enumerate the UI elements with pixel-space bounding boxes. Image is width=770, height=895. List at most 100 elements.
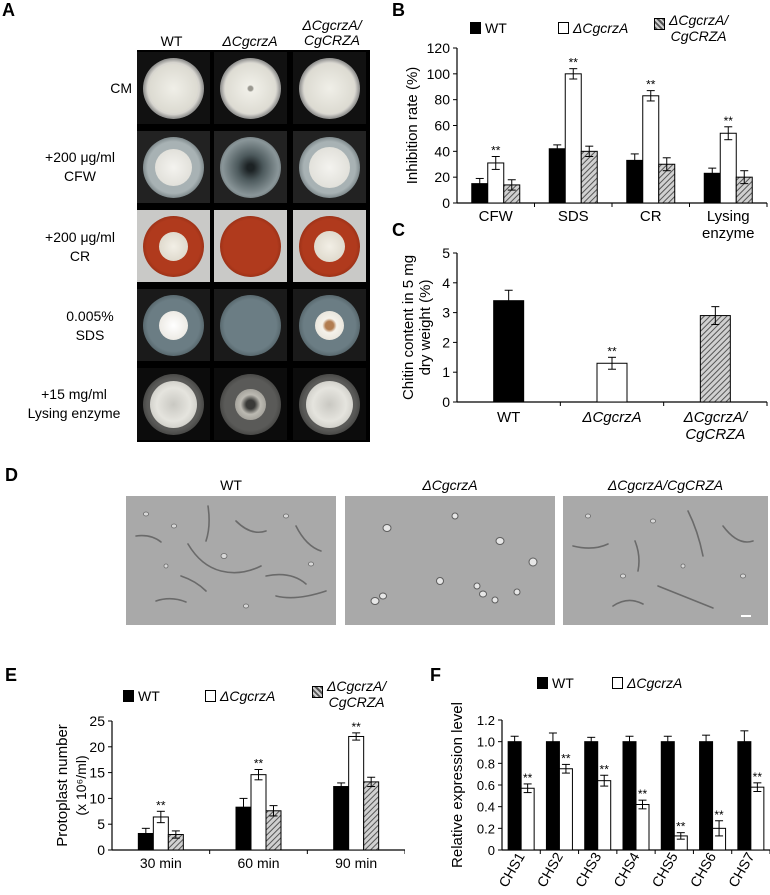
panel-f-bar	[699, 741, 714, 851]
panel-c-y-axis-label: Chitin content in 5 mg	[400, 255, 417, 400]
panel-e-bar	[250, 774, 267, 851]
panel-f-bar	[622, 741, 637, 851]
panel-b-bar	[548, 148, 566, 204]
legend-swatch-white	[612, 677, 623, 689]
panel-e-bar	[333, 786, 350, 851]
panel-b-y-tick-label: 120	[427, 40, 451, 56]
panel-e-y-tick-label: 20	[89, 739, 105, 755]
plate-cr-mutant	[214, 210, 287, 282]
panel-b-legend-mut-label: ΔCgcrzA	[573, 20, 629, 36]
panel-a-col-comp: ΔCgcrzA/ CgCRZA	[287, 18, 377, 48]
plate-lysing-mutant	[214, 368, 287, 440]
panel-f-bar	[545, 741, 560, 851]
panel-a-row-cfw: +200 μg/ml CFW	[20, 148, 140, 186]
panel-e-letter: E	[5, 665, 18, 685]
micrograph-mutant-cells	[370, 512, 538, 605]
panel-a-row-cr: +200 μg/ml CR	[20, 228, 140, 266]
panel-f-y-tick-label: 0	[488, 843, 495, 858]
panel-b-bar	[564, 73, 582, 204]
legend-swatch-white	[205, 690, 216, 702]
panel-e-significance: **	[351, 720, 361, 734]
panel-f-category-label: CHS2	[533, 849, 566, 890]
panel-e-y-tick-label: 5	[97, 816, 105, 832]
panel-a-row-cr-line2: CR	[69, 248, 91, 264]
panel-b-y-tick-label: 80	[434, 92, 450, 108]
panel-e-bar	[363, 781, 380, 851]
panel-f-category-label: CHS6	[687, 849, 720, 890]
panel-b-bar	[580, 150, 598, 204]
panel-e-legend-wt-label: WT	[138, 688, 160, 704]
panel-f-significance: **	[753, 770, 763, 784]
panel-b-category-label: SDS	[558, 208, 589, 225]
panel-f-legend-wt-label: WT	[552, 675, 574, 691]
panel-d-letter: D	[5, 465, 18, 485]
panel-a-col-comp-line2: CgCRZA	[303, 32, 360, 48]
panel-f-y-tick-label: 0.6	[477, 778, 495, 793]
plate-cm-mutant	[214, 52, 287, 124]
panel-f-category-label: CHS7	[725, 849, 758, 890]
panel-b-category-label: CFW	[479, 208, 514, 225]
panel-b-legend-comp-line1: ΔCgcrzA/	[669, 12, 729, 28]
panel-c-category-label: ΔCgcrzA/	[683, 409, 749, 426]
panel-f-category-label: CHS1	[495, 849, 528, 890]
panel-a-letter: A	[2, 0, 15, 20]
panel-a-row-sds: 0.005% SDS	[40, 307, 140, 345]
plate-cm-wt	[137, 52, 210, 124]
panel-f-y-tick-label: 1.0	[477, 735, 495, 750]
panel-b-significance: **	[569, 56, 579, 70]
plate-sds-wt	[137, 289, 210, 361]
panel-c-y-axis-label: dry weight (%)	[417, 280, 434, 376]
panel-a-row-lysing-line1: +15 mg/ml	[41, 386, 107, 402]
panel-b-category-label: CR	[640, 208, 662, 225]
panel-f-legend-mut-label: ΔCgcrzA	[627, 675, 683, 691]
panel-b-y-tick-label: 60	[434, 118, 450, 134]
panel-c-y-tick-label: 1	[442, 364, 450, 380]
panel-f-bar	[750, 786, 765, 851]
panel-e-chart: 0 5 10 15 20 25 ** 30 min ** 60 min ** 90 min Protop…	[54, 713, 405, 871]
panel-b-significance: **	[724, 114, 734, 128]
panel-e-y-tick-label: 10	[89, 790, 105, 806]
panel-c-bar	[596, 362, 628, 403]
panel-c-chart: 0 1 2 3 4 5 WT ** ΔCgcrzA ΔCgcrzA/CgCRZA Chitin co…	[400, 245, 768, 443]
panel-f-category-label: CHS3	[572, 849, 605, 890]
panel-e-y-tick-label: 15	[89, 765, 105, 781]
legend-swatch-black	[123, 690, 134, 702]
panel-f-bar	[520, 787, 535, 851]
panel-f-significance: **	[561, 751, 571, 765]
panel-c-y-tick-label: 2	[442, 334, 450, 350]
panel-a-row-lysing: +15 mg/ml Lysing enzyme	[14, 385, 134, 423]
panel-b-significance: **	[646, 78, 656, 92]
panel-e-category-label: 30 min	[140, 855, 182, 871]
panel-a-row-cm: CM	[20, 79, 132, 98]
panel-c-y-tick-label: 4	[442, 275, 450, 291]
panel-e-y-tick-label: 0	[97, 842, 105, 858]
panel-f-y-tick-label: 1.2	[477, 713, 495, 728]
panel-c-category-label: ΔCgcrzA	[581, 409, 641, 426]
panel-b-category-label: Lysing	[707, 208, 750, 225]
panel-f-letter: F	[430, 665, 441, 685]
panel-a-row-cfw-line1: +200 μg/ml	[45, 149, 115, 165]
panel-b-legend-comp-line2: CgCRZA	[670, 28, 727, 44]
legend-swatch-hatched	[312, 686, 323, 698]
panel-e-legend-mut-label: ΔCgcrzA	[220, 688, 276, 704]
panel-f-significance: **	[638, 787, 648, 801]
panel-c-y-tick-label: 5	[442, 245, 450, 261]
panel-b-y-tick-label: 40	[434, 143, 450, 159]
panel-b-legend-comp: ΔCgcrzA/ CgCRZA	[654, 12, 728, 44]
panel-f-y-tick-label: 0.2	[477, 821, 495, 836]
plate-sds-mutant	[214, 289, 287, 361]
panel-c-bar	[699, 315, 731, 403]
panel-f-y-tick-label: 0.8	[477, 756, 495, 771]
panel-e-legend-comp: ΔCgcrzA/ CgCRZA	[312, 678, 386, 710]
panel-a-row-cr-line1: +200 μg/ml	[45, 229, 115, 245]
micrograph-mutant	[345, 496, 555, 625]
panel-e-legend-mut: ΔCgcrzA	[205, 688, 275, 704]
panel-a-row-sds-line1: 0.005%	[66, 308, 114, 324]
plate-cr-complemented	[293, 210, 366, 282]
micrograph-complemented	[563, 496, 768, 625]
panel-f-bar	[507, 741, 522, 851]
panel-f-bar	[584, 741, 599, 851]
panel-c-category-label: CgCRZA	[685, 426, 745, 443]
panel-b-bar	[642, 95, 660, 204]
legend-swatch-hatched	[654, 18, 665, 30]
